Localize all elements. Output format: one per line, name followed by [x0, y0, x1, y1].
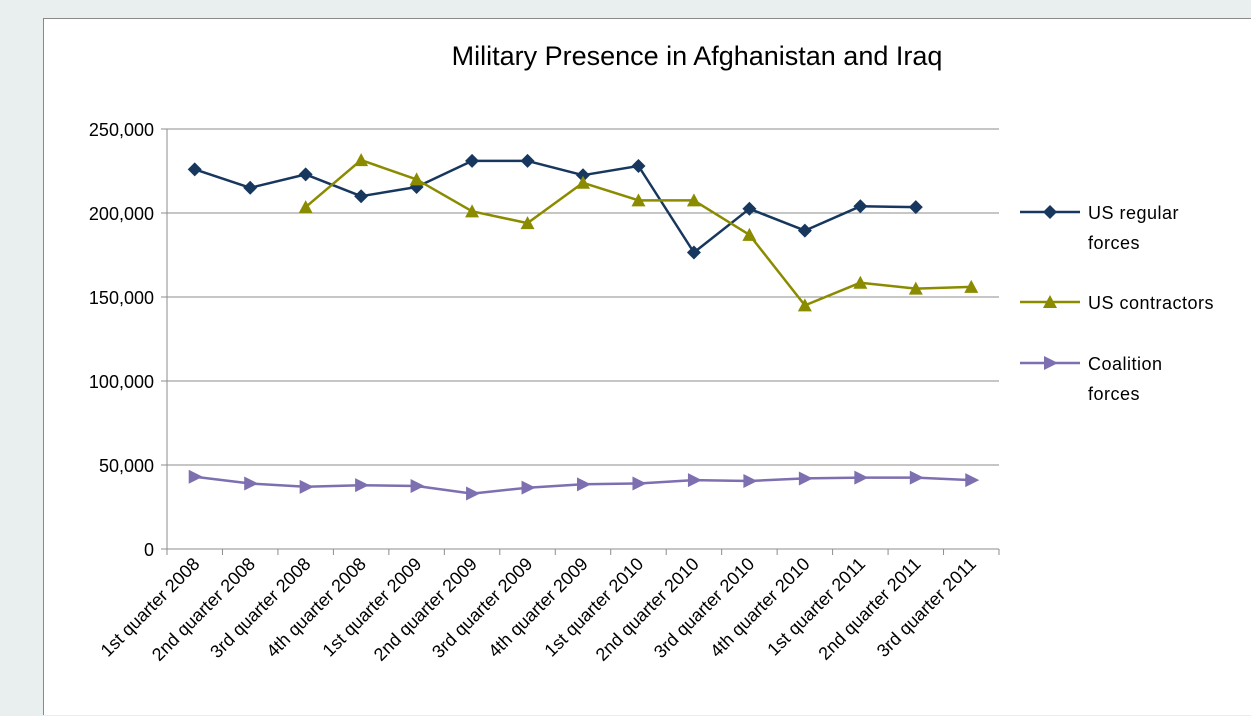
- data-point-marker: [797, 223, 812, 238]
- data-point-marker: [187, 162, 202, 177]
- legend-label: forces: [1088, 384, 1140, 404]
- x-tick-label: 1st quarter 2009: [319, 554, 426, 661]
- data-point-marker: [742, 201, 757, 216]
- data-point-marker: [631, 158, 646, 173]
- data-point-marker: [521, 480, 536, 495]
- chart-title: Military Presence in Afghanistan and Ira…: [452, 41, 943, 71]
- x-tick-label: 2nd quarter 2011: [814, 554, 924, 664]
- y-tick-labels: 0 50,000 100,000 150,000 200,000 250,000: [89, 120, 154, 560]
- data-point-marker: [797, 298, 812, 312]
- x-tick-label: 2nd quarter 2008: [148, 554, 259, 665]
- data-point-marker: [853, 199, 868, 214]
- data-point-marker: [520, 153, 535, 168]
- y-tick-label: 150,000: [89, 288, 154, 308]
- data-point-marker: [243, 180, 258, 195]
- chart-area: Military Presence in Afghanistan and Ira…: [43, 18, 1251, 715]
- data-point-marker: [577, 477, 591, 492]
- x-tick-label: 1st quarter 2011: [763, 554, 869, 660]
- data-point-marker: [465, 153, 480, 168]
- x-tick-label: 1st quarter 2010: [540, 554, 647, 661]
- legend-label: US contractors: [1088, 293, 1214, 313]
- data-point-marker: [687, 473, 702, 488]
- data-point-marker: [854, 470, 869, 485]
- legend-label: forces: [1088, 233, 1140, 253]
- data-point-marker: [632, 476, 647, 491]
- legend-label: Coalition: [1088, 354, 1163, 374]
- x-tick-label: 2nd quarter 2009: [370, 554, 481, 665]
- data-point-marker: [853, 275, 868, 289]
- data-point-marker: [188, 469, 203, 484]
- x-tick-label: 4th quarter 2008: [262, 554, 370, 662]
- data-point-marker: [354, 189, 369, 204]
- data-point-marker: [410, 479, 425, 493]
- data-point-marker: [298, 200, 313, 214]
- y-tick-label: 0: [144, 540, 154, 560]
- series-coalition-forces: [188, 469, 980, 501]
- data-point-marker: [409, 172, 424, 186]
- data-point-marker: [355, 478, 370, 493]
- x-tick-label: 3rd quarter 2008: [206, 554, 314, 662]
- legend-label: US regular: [1088, 203, 1179, 223]
- data-point-marker: [576, 168, 590, 183]
- data-point-marker: [1044, 356, 1058, 370]
- data-point-marker: [743, 473, 758, 488]
- data-point-marker: [686, 245, 701, 260]
- legend-item: US regular forces: [1020, 203, 1179, 253]
- line-chart: Military Presence in Afghanistan and Ira…: [89, 41, 1214, 665]
- data-point-marker: [798, 471, 813, 486]
- data-point-marker: [909, 470, 924, 485]
- data-point-marker: [298, 167, 313, 182]
- y-tick-label: 50,000: [99, 456, 154, 476]
- series-us-regular-forces: [187, 153, 923, 260]
- x-tick-label: 2nd quarter 2010: [592, 554, 703, 665]
- x-tick-label: 1st quarter 2008: [97, 554, 204, 661]
- series-line: [304, 158, 972, 307]
- data-point-marker: [465, 204, 480, 218]
- data-point-marker: [908, 200, 923, 215]
- data-point-marker: [742, 227, 757, 241]
- x-tick-label: 3rd quarter 2009: [428, 554, 536, 662]
- y-tick-label: 200,000: [89, 204, 154, 224]
- x-tick-label: 4th quarter 2009: [484, 554, 592, 662]
- series-lines: [187, 153, 980, 501]
- x-tick-label: 4th quarter 2010: [706, 554, 814, 662]
- series-line: [194, 159, 916, 254]
- legend-item: US contractors: [1020, 293, 1214, 313]
- data-point-marker: [520, 216, 535, 230]
- data-point-marker: [466, 486, 481, 501]
- data-point-marker: [908, 281, 923, 295]
- data-point-marker: [576, 175, 590, 189]
- axes: [161, 128, 1000, 555]
- data-point-marker: [965, 473, 980, 488]
- series-us-contractors: [298, 153, 979, 312]
- data-point-marker: [686, 193, 701, 207]
- legend: US regular forces US contractors Coalition f…: [1020, 203, 1214, 404]
- data-point-marker: [299, 479, 314, 494]
- data-point-marker: [244, 476, 259, 491]
- x-tick-label: 3rd quarter 2010: [650, 554, 758, 662]
- data-point-marker: [1043, 295, 1057, 308]
- data-point-marker: [1043, 205, 1057, 219]
- y-tick-label: 100,000: [89, 372, 154, 392]
- legend-item: Coalition forces: [1020, 354, 1163, 404]
- x-tick-label: 3rd quarter 2011: [873, 554, 980, 661]
- y-tick-label: 250,000: [89, 120, 154, 140]
- data-point-marker: [631, 193, 646, 207]
- data-point-marker: [964, 279, 979, 293]
- data-point-marker: [354, 153, 369, 167]
